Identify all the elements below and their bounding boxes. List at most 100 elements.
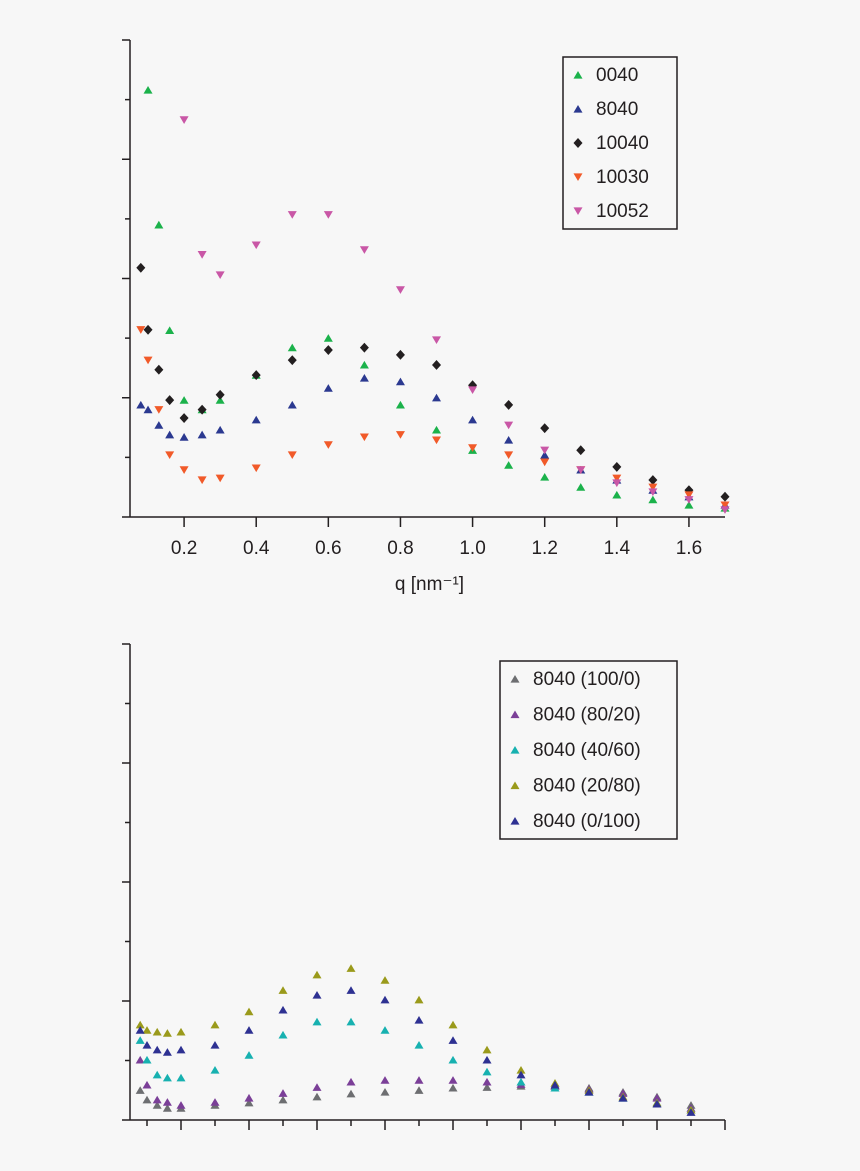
data-point bbox=[576, 445, 586, 456]
data-point bbox=[251, 464, 261, 473]
series bbox=[136, 374, 730, 509]
data-point bbox=[346, 964, 356, 972]
data-point bbox=[584, 1087, 594, 1096]
legend-label: 10040 bbox=[596, 133, 649, 154]
legend-marker bbox=[573, 70, 583, 79]
x-tick-label: 0.2 bbox=[171, 538, 197, 559]
legend-label: 8040 (80/20) bbox=[533, 705, 641, 726]
data-point bbox=[135, 1086, 145, 1094]
data-point bbox=[278, 1030, 288, 1039]
data-point bbox=[162, 1029, 172, 1037]
data-point bbox=[504, 461, 514, 469]
series bbox=[179, 116, 730, 514]
data-point bbox=[468, 386, 478, 395]
data-point bbox=[287, 355, 297, 366]
data-point bbox=[142, 1080, 152, 1089]
x-tick-label: 1.4 bbox=[604, 538, 631, 559]
data-point bbox=[432, 336, 442, 344]
data-point bbox=[652, 1093, 662, 1102]
data-point bbox=[648, 495, 658, 504]
data-point bbox=[482, 1083, 492, 1091]
data-point bbox=[215, 425, 225, 434]
data-point bbox=[143, 86, 153, 94]
legend-label: 8040 (100/0) bbox=[533, 669, 641, 690]
data-point bbox=[540, 423, 550, 434]
data-point bbox=[251, 370, 261, 381]
data-point bbox=[312, 1083, 322, 1091]
data-point bbox=[176, 1101, 186, 1109]
data-point bbox=[346, 1017, 356, 1026]
data-point bbox=[176, 1045, 186, 1054]
data-point bbox=[287, 343, 297, 352]
data-point bbox=[648, 483, 658, 492]
data-point bbox=[165, 395, 175, 406]
legend-label: 8040 (20/80) bbox=[533, 776, 641, 797]
data-point bbox=[278, 1095, 288, 1104]
data-point bbox=[244, 1098, 254, 1107]
data-point bbox=[323, 334, 333, 342]
data-point bbox=[448, 1055, 458, 1064]
data-point bbox=[162, 1104, 172, 1112]
data-point bbox=[136, 262, 146, 273]
legend-label: 8040 (0/100) bbox=[533, 811, 641, 832]
legend-marker bbox=[510, 710, 520, 719]
data-point bbox=[414, 1015, 424, 1024]
data-point bbox=[359, 374, 369, 382]
data-point bbox=[162, 1048, 172, 1056]
legend-marker bbox=[510, 816, 520, 825]
data-point bbox=[244, 1007, 254, 1016]
data-point bbox=[323, 211, 333, 219]
data-point bbox=[395, 377, 405, 386]
data-point bbox=[210, 1020, 220, 1029]
legend-marker bbox=[573, 104, 583, 113]
data-point bbox=[142, 1055, 152, 1064]
series bbox=[136, 262, 730, 502]
data-point bbox=[612, 479, 622, 488]
data-point bbox=[142, 1026, 152, 1034]
data-point bbox=[143, 405, 153, 414]
data-point bbox=[197, 251, 207, 259]
data-point bbox=[468, 415, 478, 424]
data-point bbox=[135, 1036, 145, 1044]
legend-marker bbox=[573, 173, 583, 182]
data-point bbox=[278, 1005, 288, 1014]
data-point bbox=[165, 451, 175, 460]
data-point bbox=[448, 1020, 458, 1029]
data-point bbox=[210, 1098, 220, 1106]
data-point bbox=[482, 1077, 492, 1086]
data-point bbox=[414, 995, 424, 1004]
legend-label: 10030 bbox=[596, 167, 649, 188]
data-point bbox=[346, 1077, 356, 1086]
data-point bbox=[414, 1086, 424, 1094]
data-point bbox=[244, 1026, 254, 1034]
series bbox=[136, 326, 730, 510]
legend-label: 8040 (40/60) bbox=[533, 740, 641, 761]
data-point bbox=[136, 326, 146, 334]
data-point bbox=[179, 433, 189, 441]
data-point bbox=[540, 446, 550, 455]
data-point bbox=[540, 458, 550, 467]
data-point bbox=[448, 1036, 458, 1044]
data-point bbox=[244, 1093, 254, 1102]
data-point bbox=[135, 1020, 145, 1029]
data-point bbox=[504, 399, 514, 410]
data-point bbox=[576, 483, 586, 491]
data-point bbox=[162, 1073, 172, 1082]
data-point bbox=[482, 1045, 492, 1054]
data-point bbox=[380, 1026, 390, 1034]
data-point bbox=[686, 1108, 696, 1116]
data-point bbox=[482, 1067, 492, 1076]
data-point bbox=[432, 436, 442, 445]
x-tick-label: 0.6 bbox=[315, 538, 341, 559]
data-point bbox=[244, 1051, 254, 1059]
data-point bbox=[210, 1040, 220, 1049]
series bbox=[135, 986, 696, 1116]
data-point bbox=[720, 506, 730, 514]
legend-box bbox=[499, 660, 678, 840]
data-point bbox=[154, 406, 164, 414]
data-point bbox=[135, 1026, 145, 1034]
data-point bbox=[516, 1065, 526, 1074]
data-point bbox=[448, 1083, 458, 1092]
data-point bbox=[618, 1093, 628, 1102]
data-point bbox=[482, 1055, 492, 1064]
